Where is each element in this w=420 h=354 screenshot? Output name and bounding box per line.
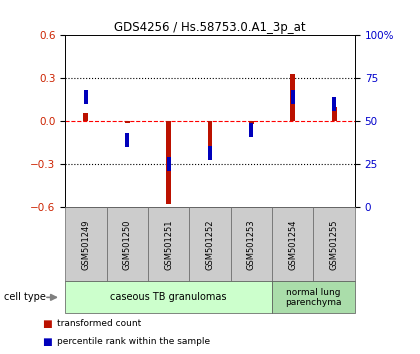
Bar [125, 133, 129, 147]
Bar [249, 121, 254, 124]
Text: transformed count: transformed count [57, 319, 141, 329]
Bar [125, 121, 130, 123]
Bar [84, 90, 88, 104]
Bar [166, 121, 171, 204]
Bar [332, 97, 336, 111]
Text: GSM501252: GSM501252 [205, 219, 215, 269]
Text: GSM501251: GSM501251 [164, 219, 173, 269]
Bar [166, 157, 171, 171]
Bar [207, 121, 213, 145]
Text: caseous TB granulomas: caseous TB granulomas [110, 292, 227, 302]
Bar [291, 90, 295, 104]
Bar [332, 107, 337, 121]
Text: GSM501254: GSM501254 [288, 219, 297, 269]
Bar [249, 123, 253, 137]
Text: GSM501250: GSM501250 [123, 219, 132, 269]
Text: ■: ■ [42, 337, 52, 347]
Bar [290, 74, 295, 121]
Text: GSM501255: GSM501255 [330, 219, 339, 269]
Text: GSM501249: GSM501249 [81, 219, 90, 269]
Text: GSM501253: GSM501253 [247, 219, 256, 270]
Bar [83, 113, 88, 121]
Title: GDS4256 / Hs.58753.0.A1_3p_at: GDS4256 / Hs.58753.0.A1_3p_at [114, 21, 306, 34]
Text: ■: ■ [42, 319, 52, 329]
Text: normal lung
parenchyma: normal lung parenchyma [285, 288, 342, 307]
Text: percentile rank within the sample: percentile rank within the sample [57, 337, 210, 346]
Bar [208, 145, 212, 160]
Text: cell type: cell type [4, 292, 46, 302]
